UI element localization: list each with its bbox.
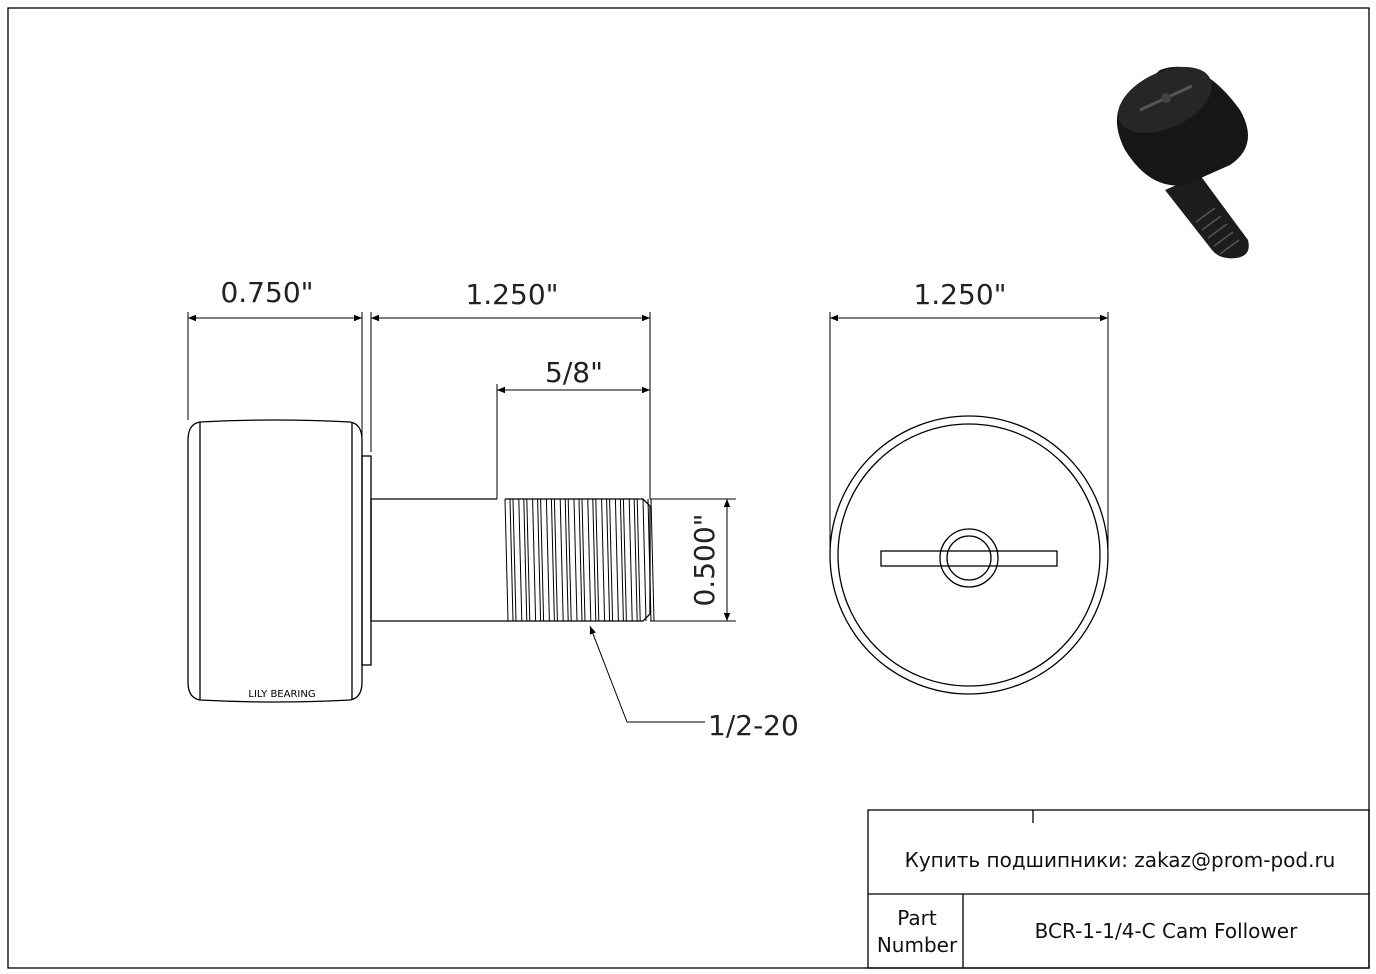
thread-line [606,498,611,622]
title-block: Купить подшипники: zakaz@prom-pod.ru Par… [867,809,1370,969]
roller-outline [187,419,363,703]
dim-thread-length: 5/8" [545,356,603,389]
thread-line [622,498,627,622]
thread-line [559,498,564,622]
thread-line [573,498,578,622]
side-dimensions: 0.750" 1.250" 5/8" 0.500" 1/2-20 [187,276,799,742]
side-view: LILY BEARING [187,419,655,703]
thread-line [581,498,586,622]
thread-line [647,498,652,622]
thread-line [564,498,569,622]
thread-line [550,498,555,622]
thread-line [512,498,517,622]
part-label: Part [897,906,937,930]
thread-line [537,498,542,622]
sheet-border [7,7,1370,969]
dim-roller-width: 0.750" [220,276,313,309]
thread-line [545,498,550,622]
thread-line [518,498,523,622]
thread-line [628,498,633,622]
end-view: 1.250" [829,278,1109,695]
thread-line [523,498,528,622]
roller-marking: LILY BEARING [248,689,315,700]
thread-line [614,498,619,622]
thread-line [619,498,624,622]
dim-stud-length: 1.250" [465,278,558,311]
thread-line [567,498,572,622]
thread-line [532,498,537,622]
stud-shank [370,498,505,622]
thread-line [595,498,600,622]
thread-lines [504,498,655,622]
thread-line [601,498,606,622]
thread-line [509,498,514,622]
thread-line [553,498,558,622]
thread-line [592,498,597,622]
thread-line [587,498,592,622]
part-number: BCR-1-1/4-C Cam Follower [1035,919,1298,943]
thread-spec-callout: 1/2-20 [708,709,799,742]
thread-line [633,498,638,622]
thread-line [609,498,614,622]
washer [361,455,372,666]
thread-line [526,498,531,622]
thread-line [504,498,509,622]
dim-roller-diameter: 1.250" [913,278,1006,311]
thread-line [578,498,583,622]
dim-stud-diameter: 0.500" [688,513,721,606]
contact-text: Купить подшипники: zakaz@prom-pod.ru [905,848,1336,872]
cam-follower-3d-render [1116,66,1249,259]
thread-line [540,498,545,622]
part-label-2: Number [877,933,958,957]
slot [880,550,1058,567]
thread-line [642,498,647,622]
thread-line [636,498,641,622]
thread-line [650,498,655,622]
